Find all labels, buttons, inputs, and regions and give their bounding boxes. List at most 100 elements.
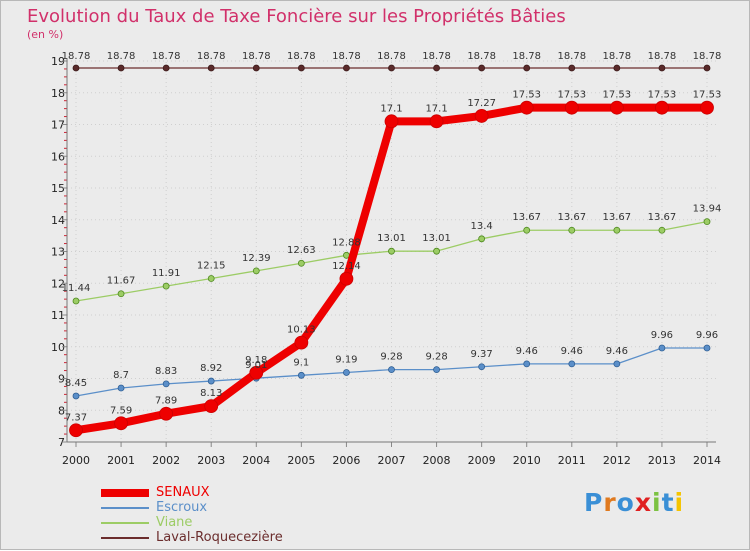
data-label-viane: 13.4 bbox=[471, 221, 493, 232]
x-tick-label: 2014 bbox=[693, 454, 721, 467]
data-point-viane bbox=[388, 247, 395, 255]
legend-swatch-viane bbox=[101, 522, 149, 524]
x-tick-label: 2008 bbox=[423, 454, 451, 467]
data-point-senaux bbox=[159, 406, 174, 421]
data-label-escroux: 9.46 bbox=[561, 346, 583, 357]
x-tick-label: 2013 bbox=[648, 454, 676, 467]
data-label-laval-roquecezi-re: 18.78 bbox=[62, 51, 91, 62]
y-tick-label: 15 bbox=[51, 182, 65, 195]
data-label-escroux: 9.28 bbox=[380, 352, 402, 363]
data-point-laval-roquecezi-re bbox=[568, 64, 576, 72]
data-point-senaux bbox=[564, 100, 579, 115]
data-label-laval-roquecezi-re: 18.78 bbox=[197, 51, 226, 62]
logo-letter: i bbox=[674, 488, 685, 517]
data-label-senaux: 9.18 bbox=[245, 355, 267, 366]
data-point-viane bbox=[162, 282, 170, 290]
data-point-senaux bbox=[249, 365, 264, 380]
y-tick-label: 9 bbox=[58, 373, 65, 386]
data-label-laval-roquecezi-re: 18.78 bbox=[422, 51, 451, 62]
logo-letter: r bbox=[603, 488, 617, 517]
x-tick-label: 2011 bbox=[558, 454, 586, 467]
y-tick-label: 18 bbox=[51, 87, 65, 100]
data-point-escroux bbox=[162, 380, 170, 388]
data-point-escroux bbox=[613, 360, 621, 368]
data-label-senaux: 7.37 bbox=[65, 412, 87, 423]
data-label-laval-roquecezi-re: 18.78 bbox=[603, 51, 632, 62]
data-point-senaux bbox=[609, 100, 624, 115]
y-tick-label: 11 bbox=[51, 309, 65, 322]
y-tick-label: 12 bbox=[51, 277, 65, 290]
data-label-laval-roquecezi-re: 18.78 bbox=[512, 51, 541, 62]
data-label-senaux: 10.13 bbox=[287, 325, 316, 336]
data-point-viane bbox=[207, 275, 215, 282]
data-label-senaux: 12.14 bbox=[332, 261, 361, 272]
data-label-viane: 11.67 bbox=[107, 276, 136, 287]
data-point-viane bbox=[658, 226, 666, 234]
y-tick-label: 7 bbox=[58, 436, 65, 449]
chart-title: Evolution du Taux de Taxe Foncière sur l… bbox=[27, 6, 566, 27]
data-label-escroux: 8.92 bbox=[200, 363, 222, 374]
legend-label-escroux: Escroux bbox=[156, 500, 208, 515]
data-label-escroux: 8.7 bbox=[113, 370, 129, 381]
y-tick-label: 10 bbox=[51, 341, 65, 354]
data-label-senaux: 7.89 bbox=[155, 396, 177, 407]
data-label-laval-roquecezi-re: 18.78 bbox=[332, 51, 361, 62]
data-point-escroux bbox=[117, 384, 125, 392]
data-label-viane: 13.94 bbox=[693, 204, 722, 215]
data-point-viane bbox=[433, 247, 440, 255]
x-tick-label: 2004 bbox=[242, 454, 270, 467]
x-tick-label: 2003 bbox=[197, 454, 225, 467]
logo-letter: x bbox=[634, 488, 652, 517]
data-label-escroux: 9.46 bbox=[606, 346, 628, 357]
data-point-viane bbox=[478, 235, 486, 243]
legend-label-viane: Viane bbox=[156, 515, 193, 530]
data-point-laval-roquecezi-re bbox=[162, 64, 170, 72]
data-point-viane bbox=[72, 297, 80, 305]
data-label-escroux: 9.1 bbox=[293, 357, 309, 368]
data-label-laval-roquecezi-re: 18.78 bbox=[152, 51, 181, 62]
x-tick-label: 2009 bbox=[468, 454, 496, 467]
data-label-viane: 12.88 bbox=[332, 237, 361, 248]
logo-letter: t bbox=[661, 488, 675, 517]
data-label-senaux: 7.59 bbox=[110, 405, 132, 416]
x-tick-label: 2000 bbox=[62, 454, 90, 467]
data-label-viane: 13.67 bbox=[603, 212, 632, 223]
data-point-laval-roquecezi-re bbox=[658, 64, 666, 72]
data-point-senaux bbox=[204, 399, 219, 414]
data-label-senaux: 17.53 bbox=[512, 90, 541, 101]
data-point-escroux bbox=[703, 344, 711, 352]
data-point-senaux bbox=[69, 423, 83, 438]
logo-letter: P bbox=[584, 488, 604, 517]
data-label-laval-roquecezi-re: 18.78 bbox=[107, 51, 136, 62]
y-tick-label: 17 bbox=[51, 119, 65, 132]
data-point-laval-roquecezi-re bbox=[388, 64, 395, 72]
data-point-viane bbox=[613, 226, 621, 234]
data-point-senaux bbox=[655, 100, 669, 115]
data-point-viane bbox=[117, 290, 125, 298]
data-point-senaux bbox=[339, 271, 354, 286]
data-point-laval-roquecezi-re bbox=[72, 64, 80, 72]
data-point-laval-roquecezi-re bbox=[297, 64, 305, 72]
data-point-escroux bbox=[72, 392, 80, 400]
data-point-laval-roquecezi-re bbox=[478, 64, 486, 72]
data-label-viane: 12.39 bbox=[242, 253, 271, 264]
data-label-laval-roquecezi-re: 18.78 bbox=[693, 51, 722, 62]
data-point-escroux bbox=[388, 366, 395, 374]
data-point-laval-roquecezi-re bbox=[703, 64, 711, 72]
data-label-senaux: 17.53 bbox=[648, 90, 677, 101]
data-point-viane bbox=[297, 259, 305, 267]
data-label-escroux: 9.28 bbox=[425, 352, 447, 363]
data-point-senaux bbox=[429, 114, 444, 129]
data-label-viane: 13.01 bbox=[422, 233, 451, 244]
data-point-escroux bbox=[343, 369, 350, 376]
data-label-escroux: 8.45 bbox=[65, 378, 87, 389]
data-label-escroux: 9.37 bbox=[471, 349, 493, 360]
data-label-viane: 11.44 bbox=[62, 283, 91, 294]
data-label-senaux: 17.1 bbox=[425, 103, 447, 114]
data-point-escroux bbox=[568, 360, 576, 368]
data-label-escroux: 8.83 bbox=[155, 366, 177, 377]
data-label-viane: 13.67 bbox=[557, 212, 586, 223]
data-label-laval-roquecezi-re: 18.78 bbox=[287, 51, 316, 62]
data-point-escroux bbox=[297, 371, 305, 379]
